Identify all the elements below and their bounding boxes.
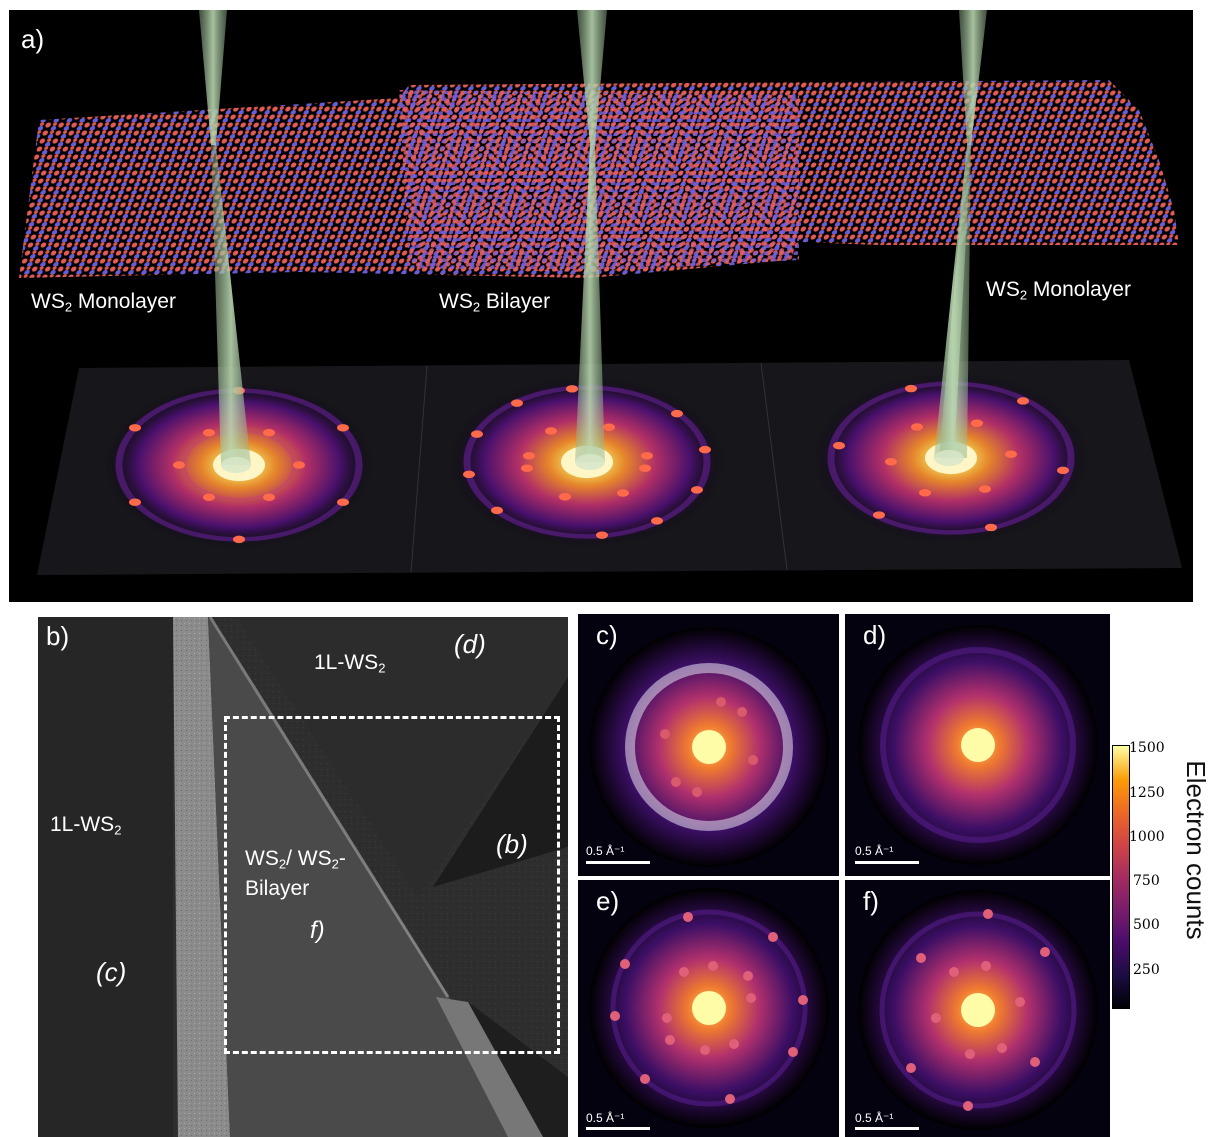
region-label-top: 1L-WS2 — [314, 651, 386, 676]
panel-a-label: a) — [21, 24, 45, 54]
electron-beams — [199, 10, 987, 473]
colorbar — [1112, 745, 1130, 1009]
panel-b-label: b) — [46, 621, 70, 651]
ws2-atomic-flake — [19, 80, 1179, 278]
region-label-left: 1L-WS2 — [50, 813, 122, 838]
region-label-monolayer-right: WS2 Monolayer — [986, 278, 1131, 303]
marker-b: (b) — [496, 829, 528, 859]
pattern-panel-d: d) 0.5 Å⁻¹ — [845, 614, 1110, 876]
pattern-panel-f: f) 0.5 Å⁻¹ — [845, 880, 1110, 1137]
scale-bar-label-d: 0.5 Å⁻¹ — [855, 844, 894, 858]
pattern-label-f: f) — [863, 886, 879, 916]
colorbar-ticks: 1500 1250 1000 750 500 250 — [1129, 740, 1189, 1010]
scale-bar-label-f: 0.5 Å⁻¹ — [855, 1111, 894, 1125]
region-label-bilayer-micrograph: WS2/ WS2- Bilayer — [245, 847, 346, 900]
pattern-label-c: c) — [596, 620, 618, 650]
region-label-bilayer: WS2 Bilayer — [439, 290, 551, 315]
marker-f: f) — [310, 917, 325, 944]
pattern-panel-c: c) 0.5 Å⁻¹ — [578, 614, 839, 876]
pattern-panel-e: e) 0.5 Å⁻¹ — [578, 880, 839, 1137]
pattern-label-d: d) — [863, 620, 887, 650]
diffraction-pattern-c — [578, 614, 839, 876]
colorbar-tick: 750 — [1133, 873, 1160, 889]
pattern-label-e: e) — [596, 886, 620, 916]
diffraction-pattern-f — [845, 880, 1110, 1137]
scale-bar-label-c: 0.5 Å⁻¹ — [586, 844, 625, 858]
marker-d: (d) — [454, 629, 486, 659]
colorbar-title: Electron counts — [1181, 760, 1211, 940]
colorbar-tick: 1250 — [1129, 785, 1165, 801]
panel-b: b) 1L-WS2 1L-WS2 WS2/ WS2- Bilayer (d) (… — [38, 617, 568, 1137]
panel-a: a) WS2 Monolayer WS2 Bilayer WS2 Monolay… — [9, 10, 1193, 602]
region-of-interest-box — [224, 716, 560, 1054]
marker-c: (c) — [96, 957, 127, 987]
diffraction-pattern-d — [845, 614, 1110, 876]
panel-b-micrograph — [38, 617, 568, 1137]
colorbar-tick: 500 — [1133, 917, 1160, 933]
panel-a-illustration — [19, 10, 1182, 575]
scale-bar-label-e: 0.5 Å⁻¹ — [586, 1111, 625, 1125]
region-label-monolayer-left: WS2 Monolayer — [31, 290, 176, 315]
diffraction-pattern-e — [578, 880, 839, 1137]
colorbar-tick: 1500 — [1129, 740, 1165, 756]
colorbar-tick: 250 — [1133, 962, 1160, 978]
colorbar-tick: 1000 — [1129, 829, 1165, 845]
